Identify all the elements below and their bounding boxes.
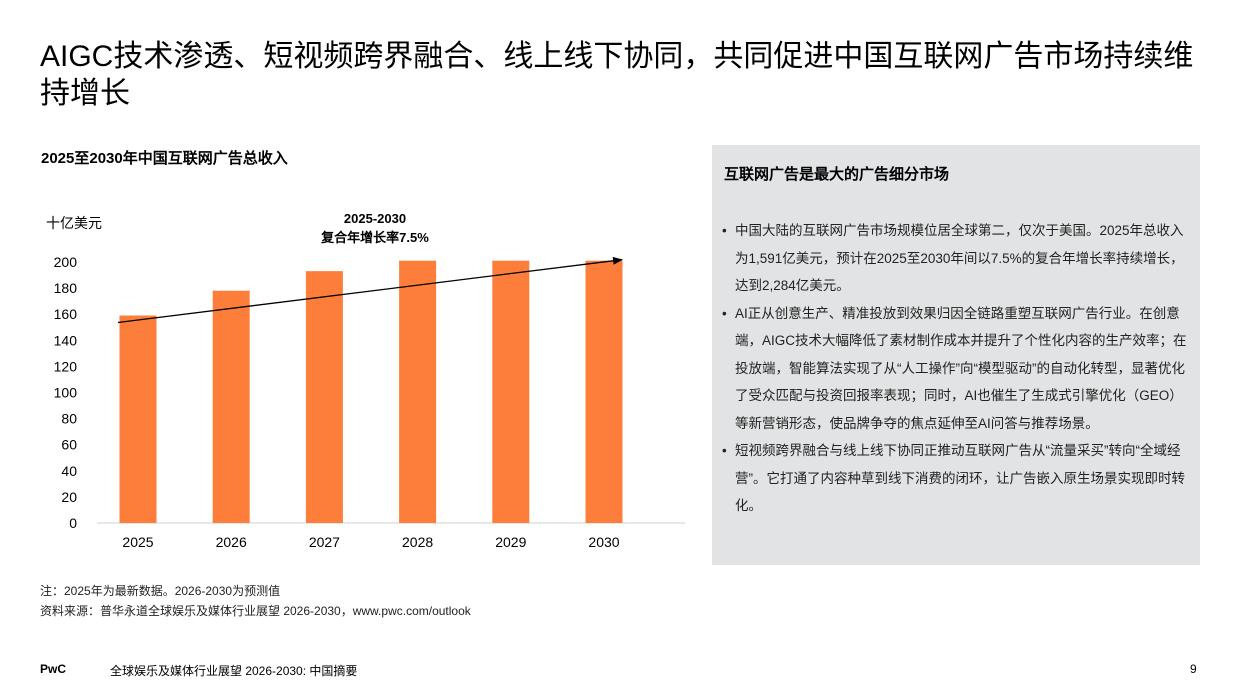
bar-chart: 十亿美元 0 20 40 60 80 100 120 140 160 180 200 2025 2026 2… xyxy=(46,211,685,550)
bullet-list: 中国大陆的互联网广告市场规模位居全球第二，仅次于美国。2025年总收入为1,59… xyxy=(722,217,1192,520)
y-tick-label: 160 xyxy=(54,306,78,322)
y-tick-label: 0 xyxy=(69,515,77,531)
bar xyxy=(399,260,437,523)
x-tick-label: 2030 xyxy=(588,534,619,550)
y-tick-label: 100 xyxy=(54,385,78,401)
y-tick-label: 180 xyxy=(54,280,78,296)
y-tick-label: 80 xyxy=(61,411,77,427)
bar xyxy=(585,260,623,523)
x-tick-label: 2028 xyxy=(402,534,433,550)
bar xyxy=(119,315,157,523)
y-tick-label: 120 xyxy=(54,358,78,374)
bar xyxy=(492,260,530,523)
y-tick-label: 20 xyxy=(61,489,77,505)
y-tick-label: 140 xyxy=(54,332,78,348)
bar xyxy=(305,271,343,523)
info-panel: 互联网广告是最大的广告细分市场 中国大陆的互联网广告市场规模位居全球第二，仅次于… xyxy=(712,145,1200,565)
y-tick-label: 200 xyxy=(54,254,78,270)
cagr-annotation-line1: 2025-2030 xyxy=(344,211,406,226)
y-tick-label: 40 xyxy=(61,463,77,479)
y-axis-unit-label: 十亿美元 xyxy=(46,215,102,231)
x-tick-label: 2029 xyxy=(495,534,526,550)
x-tick-label: 2026 xyxy=(216,534,247,550)
bullet-item: 中国大陆的互联网广告市场规模位居全球第二，仅次于美国。2025年总收入为1,59… xyxy=(722,217,1192,300)
chart-note: 注：2025年为最新数据。2026-2030为预测值 xyxy=(40,584,281,598)
panel-title: 互联网广告是最大的广告细分市场 xyxy=(724,166,950,183)
x-tick-label: 2027 xyxy=(309,534,340,550)
trend-arrow xyxy=(117,256,623,324)
source-note: 资料来源：普华永道全球娱乐及媒体行业展望 2026-2030，www.pwc.c… xyxy=(40,604,471,618)
chart-title: 2025至2030年中国互联网广告总收入 xyxy=(41,150,288,167)
x-tick-label: 2025 xyxy=(122,534,153,550)
page-number: 9 xyxy=(1190,662,1197,676)
bullet-item: 短视频跨界融合与线上线下协同正推动互联网广告从“流量采买”转向“全域经营”。它打… xyxy=(722,437,1192,520)
cagr-annotation-line2: 复合年增长率7.5% xyxy=(320,230,429,245)
bar xyxy=(212,290,250,523)
footer-brand: PwC xyxy=(40,662,67,676)
page-title: AIGC技术渗透、短视频跨界融合、线上线下协同，共同促进中国互联网广告市场持续维… xyxy=(40,40,1194,110)
bullet-item: AI正从创意生产、精准投放到效果归因全链路重塑互联网广告行业。在创意端，AIGC… xyxy=(722,300,1192,438)
footer-text: 全球娱乐及媒体行业展望 2026-2030: 中国摘要 xyxy=(110,664,358,678)
y-tick-label: 60 xyxy=(61,437,77,453)
